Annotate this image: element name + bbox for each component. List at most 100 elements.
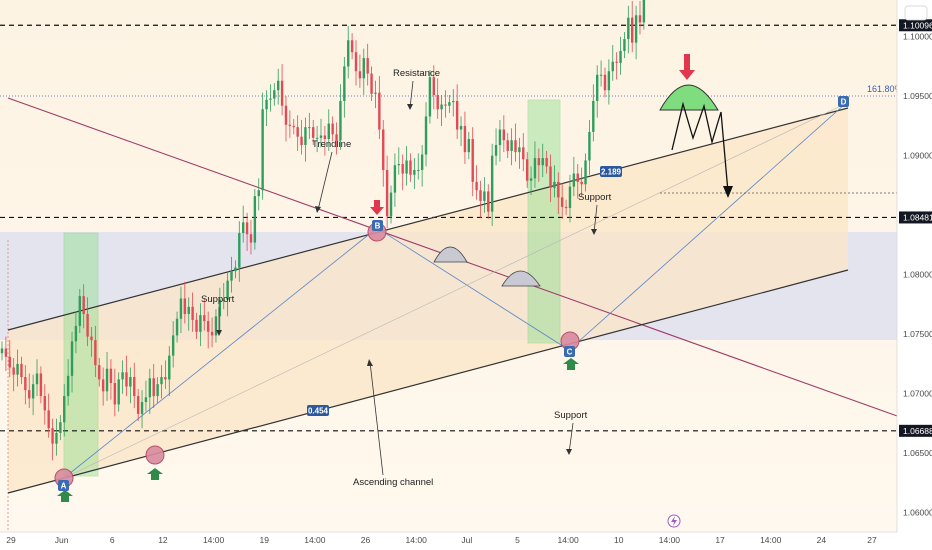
price-tick-label: 1.08000 (903, 270, 932, 280)
candle-body (206, 321, 210, 332)
candle-body (432, 77, 436, 96)
candle-body (121, 372, 124, 380)
candle-body (627, 17, 630, 40)
time-tick-label: 29 (6, 535, 16, 545)
candle-body (494, 144, 498, 156)
candle-body (203, 315, 206, 322)
candlestick-series (0, 0, 646, 461)
time-tick-label: 5 (515, 535, 520, 545)
swing-point-circle-2[interactable] (145, 445, 165, 465)
price-axis[interactable]: 1.060001.065001.070001.075001.080001.085… (896, 0, 932, 550)
candle-body (238, 233, 241, 268)
candle-body (592, 100, 595, 132)
text-annotations: Resistance Trendline Support Support Sup… (201, 68, 903, 488)
axis-settings-button[interactable] (904, 5, 928, 21)
candle-body (366, 58, 369, 74)
candle-body (0, 348, 4, 354)
candle-body (533, 158, 537, 179)
candle-body (276, 80, 280, 91)
candle-body (354, 52, 358, 72)
candle-body (12, 367, 15, 375)
candle-body (105, 368, 109, 392)
candle-body (638, 15, 642, 23)
point-label-a: A (58, 480, 69, 491)
candle-body (129, 377, 132, 387)
candle-body (428, 77, 432, 117)
measure-label-upper: 2.189 (600, 166, 622, 177)
candle-body (444, 104, 447, 106)
candle-body (393, 165, 397, 193)
candle-body (113, 382, 117, 405)
candle-body (261, 109, 264, 191)
up-arrow-icon (563, 358, 579, 370)
candle-body (584, 160, 587, 185)
candle-body (214, 316, 218, 336)
candle-body (24, 377, 27, 391)
candle-body (607, 71, 611, 91)
candle-body (463, 125, 467, 153)
candle-body (78, 296, 82, 326)
candle-body (343, 66, 346, 101)
candle-body (358, 71, 362, 79)
candle-body (66, 375, 70, 397)
time-tick-label: 14:00 (203, 535, 225, 545)
price-tick-label: 1.07500 (903, 329, 932, 339)
candle-body (502, 129, 506, 141)
candle-body (101, 379, 105, 392)
candle-body (269, 98, 272, 100)
candle-body (623, 39, 626, 51)
projection-arrow-head (723, 186, 733, 198)
rounded-top-arc-2 (501, 270, 541, 287)
price-label-text: 1.10096 (903, 20, 932, 30)
projection-line (63, 103, 846, 479)
candle-body (576, 173, 579, 182)
candle-body (51, 428, 54, 444)
candle-body (413, 169, 416, 175)
candle-body (401, 164, 404, 174)
svg-text:2.189: 2.189 (601, 168, 622, 177)
price-label-text: 1.06688 (903, 426, 932, 436)
candle-body (347, 40, 350, 67)
price-tick-label: 1.09000 (903, 151, 932, 161)
candle-body (424, 116, 428, 155)
candle-body (603, 74, 607, 91)
candle-body (498, 129, 502, 145)
candle-body (564, 206, 568, 209)
annotation-trendline: Trendline (312, 139, 351, 150)
time-tick-label: Jun (55, 535, 69, 545)
channel-upper-line[interactable] (7, 107, 849, 331)
candle-body (452, 100, 455, 103)
candle-body (514, 140, 517, 153)
time-tick-label: Jul (461, 535, 472, 545)
candle-body (8, 356, 11, 368)
candle-body (183, 298, 187, 314)
time-tick-label: 14:00 (659, 535, 681, 545)
candle-body (374, 92, 377, 94)
time-axis[interactable]: 29 Jun 6 12 14:00 19 14:00 26 14:00 Jul 5 14:00 10 14… (0, 531, 932, 550)
pattern-markers: A B C D 2.189 0.454 (54, 54, 849, 502)
candle-body (560, 197, 564, 207)
price-tick-label: 1.07000 (903, 389, 932, 399)
price-tick-label: 1.10000 (903, 32, 932, 42)
candle-body (420, 154, 424, 170)
candle-body (362, 58, 365, 79)
candle-body (164, 377, 167, 380)
candle-body (296, 127, 299, 137)
trend-lines (0, 95, 901, 494)
candle-body (171, 335, 175, 356)
candle-body (222, 299, 225, 301)
time-tick-label: 24 (817, 535, 827, 545)
candle-body (288, 124, 292, 126)
candle-body (152, 378, 155, 397)
time-tick-label: 6 (110, 535, 115, 545)
up-arrow-icon (57, 490, 73, 502)
candle-body (599, 74, 603, 76)
svg-text:B: B (375, 222, 381, 231)
candle-body (226, 280, 229, 300)
annotation-support-2: Support (578, 192, 612, 203)
candle-body (210, 331, 214, 336)
candle-body (475, 181, 478, 191)
candle-body (483, 191, 486, 201)
